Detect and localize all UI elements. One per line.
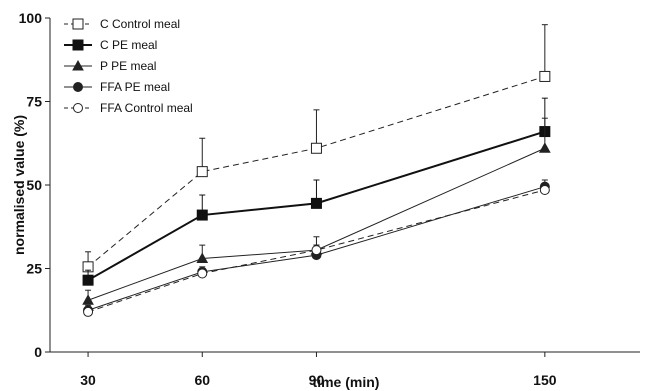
series-line (87, 147, 546, 301)
legend-label: FFA Control meal (100, 101, 193, 115)
legend-marker (72, 18, 84, 30)
legend-marker (72, 59, 84, 71)
y-ticks: 0 25 50 75 100 (19, 10, 50, 360)
legend-marker (73, 103, 83, 113)
y-axis-title: normalised value (%) (11, 115, 27, 255)
legend-marker (73, 82, 83, 92)
legend-item: FFA Control meal (64, 101, 193, 115)
series-line (87, 75, 545, 268)
series-line (87, 130, 546, 282)
x-ticks: 30 60 90 150 (80, 352, 557, 388)
y-tick-label: 50 (26, 177, 42, 193)
legend-item: C PE meal (64, 38, 157, 52)
data-point (197, 268, 208, 279)
legend-label: FFA PE meal (100, 80, 170, 94)
series-line (87, 189, 545, 313)
x-tick-label: 30 (80, 372, 96, 388)
y-tick-label: 0 (34, 344, 42, 360)
data-point (311, 245, 322, 256)
data-point (310, 142, 322, 154)
data-point (539, 185, 550, 196)
legend-marker (72, 39, 84, 51)
legend-item: FFA PE meal (64, 80, 170, 94)
data-point (538, 142, 551, 153)
y-tick-label: 25 (26, 261, 42, 277)
x-tick-label: 60 (194, 372, 210, 388)
data-point (196, 209, 208, 221)
legend-item: C Control meal (64, 17, 180, 31)
x-tick-label: 90 (309, 372, 325, 388)
legend-label: C PE meal (100, 38, 157, 52)
data-point (83, 306, 94, 317)
legend-item: P PE meal (64, 59, 156, 73)
y-tick-label: 100 (19, 10, 43, 26)
legend-label: C Control meal (100, 17, 180, 31)
data-point (310, 197, 322, 209)
data-point (196, 166, 208, 178)
x-axis-title: time (min) (313, 374, 380, 390)
y-tick-label: 75 (26, 94, 42, 110)
series-5 (83, 182, 550, 317)
data-point (196, 252, 209, 263)
data-point (82, 274, 94, 286)
x-tick-label: 150 (533, 372, 557, 388)
data-point (82, 294, 94, 305)
data-point (539, 70, 551, 82)
series-1 (82, 24, 551, 273)
series-line (87, 186, 545, 311)
series-layer (82, 24, 551, 317)
legend-label: P PE meal (100, 59, 156, 73)
legend: C Control meal C PE meal P PE meal FFA PE m… (64, 17, 193, 115)
